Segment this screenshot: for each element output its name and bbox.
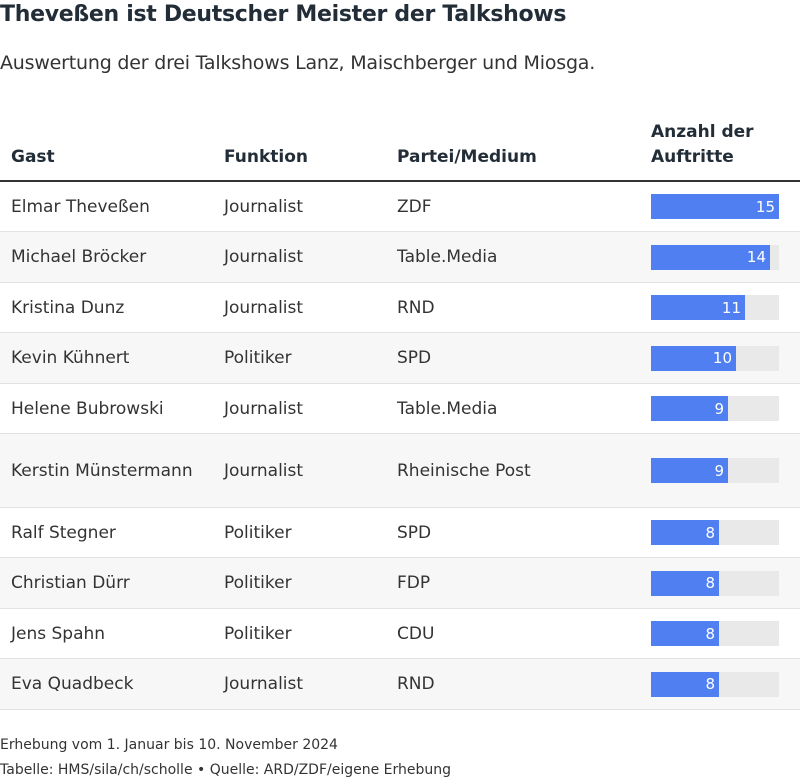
guest-function: Politiker — [224, 573, 292, 593]
bar-value-label: 9 — [714, 461, 724, 480]
column-header-partei[interactable]: Partei/Medium — [397, 147, 537, 167]
bar-value-label: 8 — [705, 624, 715, 643]
guest-name: Kristina Dunz — [11, 297, 125, 318]
bar-track: 14 — [651, 244, 779, 270]
bar-track: 11 — [651, 295, 779, 320]
column-header-funktion[interactable]: Funktion — [224, 147, 309, 167]
table-row: Kevin Kühnert Politiker SPD 10 — [0, 333, 800, 384]
guest-party-medium: SPD — [397, 522, 432, 543]
table-row: Eva Quadbeck Journalist RND 8 — [0, 659, 800, 710]
table-row: Michael Bröcker Journalist Table.Media 14 — [0, 232, 800, 283]
bar — [651, 396, 728, 421]
guest-name: Eva Quadbeck — [11, 674, 134, 694]
guest-function: Politiker — [224, 623, 292, 644]
appearances-cell: 9 — [651, 384, 779, 433]
appearances-cell: 8 — [651, 659, 779, 709]
guest-name: Jens Spahn — [11, 623, 106, 644]
bar — [651, 671, 719, 697]
appearances-cell: 8 — [651, 508, 779, 557]
appearances-cell: 8 — [651, 609, 779, 658]
bar-value-label: 11 — [721, 298, 741, 317]
bar — [651, 194, 779, 219]
appearances-cell: 9 — [651, 434, 779, 507]
table-row: Kristina Dunz Journalist RND 11 — [0, 283, 800, 333]
guest-function: Journalist — [224, 460, 304, 481]
bar-track: 9 — [651, 396, 779, 421]
guest-function: Politiker — [224, 522, 292, 543]
source-note: Tabelle: HMS/sila/ch/scholle • Quelle: A… — [0, 762, 452, 778]
bar-value-label: 8 — [705, 675, 715, 693]
guest-function: Journalist — [224, 398, 304, 419]
bar — [651, 621, 719, 646]
talkshow-table: Gast Funktion Partei/Medium Anzahl der A… — [0, 112, 800, 710]
bar — [651, 345, 736, 371]
bar-track: 10 — [651, 345, 779, 371]
bar-value-label: 14 — [746, 248, 766, 266]
guest-party-medium: Rheinische Post — [397, 460, 531, 481]
bar-value-label: 9 — [714, 399, 724, 418]
appearances-cell: 11 — [651, 283, 779, 332]
guest-party-medium: FDP — [397, 573, 431, 593]
guest-name: Kerstin Münstermann — [11, 460, 193, 481]
guest-party-medium: CDU — [397, 623, 435, 644]
survey-note: Erhebung vom 1. Januar bis 10. November … — [0, 737, 338, 753]
bar-value-label: 15 — [755, 197, 775, 216]
bar-value-label: 10 — [712, 349, 732, 367]
bar-track: 15 — [651, 194, 779, 219]
guest-function: Journalist — [224, 674, 304, 694]
guest-function: Journalist — [224, 196, 304, 217]
column-header-gast[interactable]: Gast — [11, 147, 55, 167]
guest-function: Journalist — [224, 297, 304, 318]
bar-track: 8 — [651, 621, 779, 646]
guest-party-medium: Table.Media — [397, 398, 498, 419]
bar-track: 9 — [651, 458, 779, 483]
guest-name: Kevin Kühnert — [11, 348, 130, 368]
column-header-anzahl[interactable]: Anzahl der Auftritte — [651, 122, 754, 167]
guest-function: Politiker — [224, 348, 292, 368]
table-row: Christian Dürr Politiker FDP 8 — [0, 558, 800, 609]
guest-name: Ralf Stegner — [11, 522, 116, 543]
table-row: Helene Bubrowski Journalist Table.Media 9 — [0, 384, 800, 434]
table-body: Elmar Theveßen Journalist ZDF 15 Michael Brö… — [0, 182, 800, 710]
bar — [651, 520, 719, 545]
bar — [651, 458, 728, 483]
appearances-cell: 8 — [651, 558, 779, 608]
guest-function: Journalist — [224, 247, 304, 267]
guest-party-medium: SPD — [397, 348, 432, 368]
bar-track: 8 — [651, 570, 779, 596]
guest-name: Michael Bröcker — [11, 247, 147, 267]
guest-party-medium: Table.Media — [397, 247, 498, 267]
table-row: Jens Spahn Politiker CDU 8 — [0, 609, 800, 659]
guest-name: Elmar Theveßen — [11, 196, 150, 217]
appearances-cell: 10 — [651, 333, 779, 383]
bar — [651, 570, 719, 596]
chart-subtitle: Auswertung der drei Talkshows Lanz, Mais… — [0, 52, 596, 74]
bar-track: 8 — [651, 520, 779, 545]
guest-party-medium: RND — [397, 297, 435, 318]
guest-party-medium: ZDF — [397, 196, 432, 217]
chart-title: Theveßen ist Deutscher Meister der Talks… — [0, 2, 567, 27]
bar-track: 8 — [651, 671, 779, 697]
table-row: Elmar Theveßen Journalist ZDF 15 — [0, 182, 800, 232]
bar — [651, 244, 770, 270]
table-header: Gast Funktion Partei/Medium Anzahl der A… — [0, 112, 800, 182]
bar — [651, 295, 745, 320]
bar-value-label: 8 — [705, 523, 715, 542]
guest-name: Christian Dürr — [11, 573, 130, 593]
appearances-cell: 15 — [651, 182, 779, 231]
table-row: Kerstin Münstermann Journalist Rheinische … — [0, 434, 800, 508]
table-row: Ralf Stegner Politiker SPD 8 — [0, 508, 800, 558]
bar-value-label: 8 — [705, 574, 715, 592]
appearances-cell: 14 — [651, 232, 779, 282]
guest-name: Helene Bubrowski — [11, 398, 164, 419]
guest-party-medium: RND — [397, 674, 435, 694]
